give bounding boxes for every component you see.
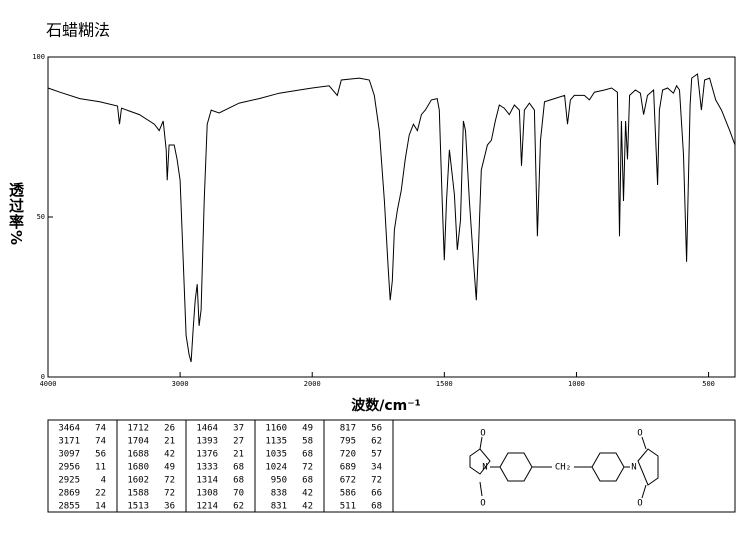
peak-transmittance: 66 [371,489,382,499]
peak-transmittance: 21 [233,450,244,460]
peak-transmittance: 62 [371,437,382,447]
peak-transmittance: 68 [233,476,244,486]
peak-wavenumber: 838 [271,489,287,499]
peak-transmittance: 58 [302,437,313,447]
x-tick-label: 3000 [172,380,189,388]
peak-wavenumber: 1680 [127,463,149,473]
peak-wavenumber: 1314 [196,476,218,486]
table-frame [47,419,736,513]
peak-transmittance: 4 [101,476,106,486]
atom-label: N [631,463,636,473]
peak-transmittance: 72 [164,489,175,499]
peak-transmittance: 37 [233,424,244,434]
atom-label: O [480,429,485,439]
peak-wavenumber: 1308 [196,489,218,499]
peak-wavenumber: 2855 [58,502,80,512]
y-tick-label: 0 [41,373,45,381]
peak-wavenumber: 2869 [58,489,80,499]
peak-transmittance: 72 [302,463,313,473]
peak-wavenumber: 817 [340,424,356,434]
peak-transmittance: 70 [233,489,244,499]
peak-wavenumber: 1704 [127,437,149,447]
peak-transmittance: 74 [95,424,106,434]
peak-transmittance: 68 [302,450,313,460]
peak-wavenumber: 3464 [58,424,80,434]
peak-transmittance: 68 [371,502,382,512]
peak-wavenumber: 720 [340,450,356,460]
peak-transmittance: 72 [371,476,382,486]
peak-wavenumber: 3171 [58,437,80,447]
y-axis-label: 透过率% [7,182,25,247]
peak-transmittance: 34 [371,463,382,473]
peak-wavenumber: 1024 [265,463,287,473]
spectrum-line [47,73,736,363]
y-tick-label: 50 [37,213,45,221]
peak-transmittance: 22 [95,489,106,499]
peak-wavenumber: 1135 [265,437,287,447]
plot-frame [47,56,736,378]
peak-transmittance: 11 [95,463,106,473]
peak-wavenumber: 1393 [196,437,218,447]
peak-transmittance: 42 [302,489,313,499]
atom-label: O [637,499,642,509]
peak-transmittance: 74 [95,437,106,447]
peak-wavenumber: 1035 [265,450,287,460]
peak-transmittance: 72 [164,476,175,486]
peak-transmittance: 56 [95,450,106,460]
peak-wavenumber: 511 [340,502,356,512]
peak-wavenumber: 1214 [196,502,218,512]
x-axis-label: 波数/cm⁻¹ [351,397,421,414]
x-tick-label: 500 [702,380,715,388]
y-tick-label: 100 [32,53,45,61]
peak-transmittance: 49 [302,424,313,434]
peak-wavenumber: 3097 [58,450,80,460]
peak-wavenumber: 586 [340,489,356,499]
peak-transmittance: 27 [233,437,244,447]
peak-wavenumber: 2956 [58,463,80,473]
peak-wavenumber: 950 [271,476,287,486]
peak-wavenumber: 795 [340,437,356,447]
peak-transmittance: 36 [164,502,175,512]
peak-transmittance: 42 [302,502,313,512]
x-tick-label: 1500 [436,380,453,388]
peak-wavenumber: 1513 [127,502,149,512]
peak-wavenumber: 689 [340,463,356,473]
peak-wavenumber: 1588 [127,489,149,499]
peak-transmittance: 62 [233,502,244,512]
atom-label: O [480,499,485,509]
peak-wavenumber: 1160 [265,424,287,434]
peak-wavenumber: 1333 [196,463,218,473]
peak-wavenumber: 2925 [58,476,80,486]
peak-transmittance: 56 [371,424,382,434]
atom-label: CH₂ [555,463,571,473]
peak-wavenumber: 672 [340,476,356,486]
atom-label: N [482,463,487,473]
x-tick-label: 4000 [40,380,57,388]
peak-transmittance: 42 [164,450,175,460]
chart-title: 石蜡糊法 [46,21,110,40]
peak-transmittance: 68 [302,476,313,486]
peak-wavenumber: 1464 [196,424,218,434]
peak-wavenumber: 1688 [127,450,149,460]
peak-wavenumber: 831 [271,502,287,512]
peak-transmittance: 14 [95,502,106,512]
peak-transmittance: 57 [371,450,382,460]
peak-transmittance: 21 [164,437,175,447]
atom-label: O [637,429,642,439]
peak-wavenumber: 1602 [127,476,149,486]
peak-transmittance: 68 [233,463,244,473]
peak-wavenumber: 1376 [196,450,218,460]
structure-bonds [469,436,659,499]
peak-transmittance: 49 [164,463,175,473]
x-tick-label: 2000 [304,380,321,388]
x-tick-label: 1000 [568,380,585,388]
peak-transmittance: 26 [164,424,175,434]
peak-wavenumber: 1712 [127,424,149,434]
